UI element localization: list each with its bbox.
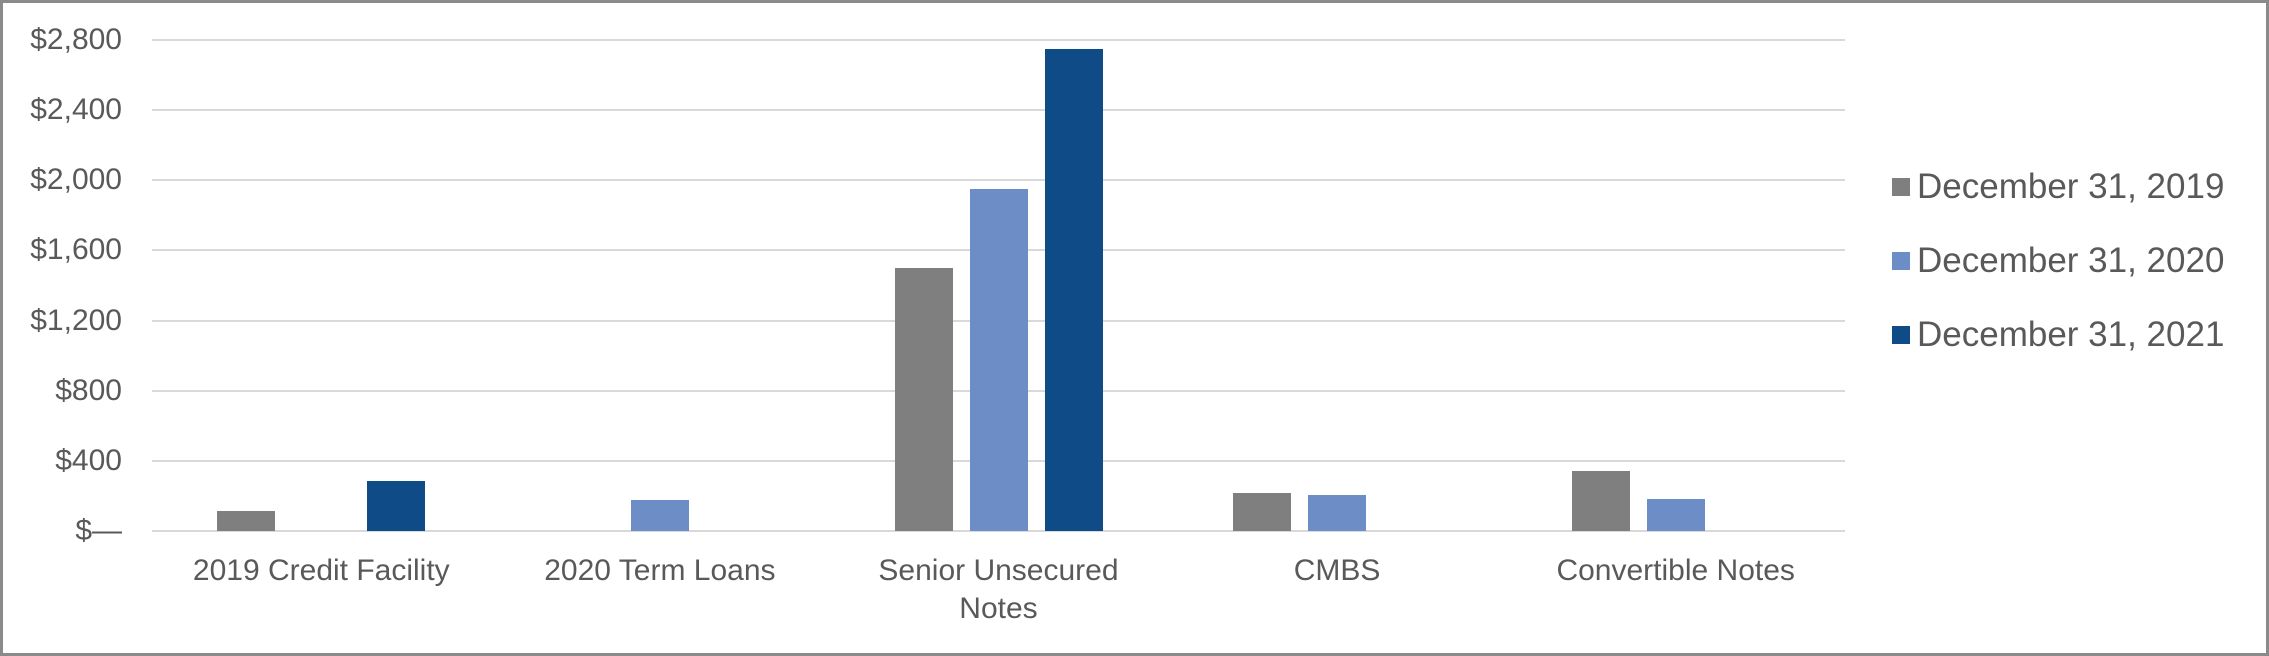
- x-category-label: CMBS: [1293, 554, 1381, 587]
- bar: [1044, 48, 1103, 531]
- bar: [217, 510, 276, 531]
- bar: [1233, 493, 1292, 531]
- plot-area: [152, 39, 1845, 532]
- legend-item: December 31, 2019: [1892, 166, 2224, 208]
- bar: [894, 267, 953, 531]
- y-tick-label: $2,400: [30, 93, 122, 127]
- y-tick-label: $800: [55, 373, 122, 407]
- y-tick-label: $2,800: [30, 23, 122, 56]
- y-tick-label: $1,600: [30, 233, 122, 267]
- legend-label: December 31, 2019: [1917, 167, 2225, 206]
- gridline: [152, 109, 1845, 112]
- y-tick-label: $400: [55, 443, 122, 477]
- legend-label: December 31, 2020: [1917, 241, 2225, 280]
- legend-swatch-icon: [1892, 178, 1910, 196]
- gridline: [152, 179, 1845, 182]
- bar: [367, 481, 426, 531]
- x-axis-baseline: [152, 530, 1845, 532]
- x-category-label: 2019 Credit Facility: [192, 554, 450, 587]
- y-tick-label: $—: [75, 514, 122, 547]
- chart-legend: December 31, 2019 December 31, 2020 Decemb…: [1892, 166, 2224, 388]
- bar: [1571, 471, 1630, 531]
- legend-item: December 31, 2021: [1892, 314, 2224, 356]
- x-category-label: Senior Unsecured Notes: [878, 554, 1119, 625]
- bar: [1646, 498, 1705, 531]
- legend-swatch-icon: [1892, 252, 1910, 270]
- legend-label: December 31, 2021: [1917, 315, 2225, 354]
- y-tick-label: $2,000: [30, 163, 122, 197]
- legend-item: December 31, 2020: [1892, 240, 2224, 282]
- bar: [630, 500, 689, 531]
- x-category-label: 2020 Term Loans: [544, 554, 776, 587]
- legend-swatch-icon: [1892, 326, 1910, 344]
- y-tick-label: $1,200: [30, 303, 122, 337]
- x-category-label: Convertible Notes: [1556, 554, 1795, 587]
- gridline: [152, 39, 1845, 41]
- bar: [1308, 495, 1367, 531]
- bar: [969, 189, 1028, 531]
- y-axis-tick-labels: $— $400 $800 $1,200 $1,600 $2,000 $2,400 $2,800: [3, 23, 122, 547]
